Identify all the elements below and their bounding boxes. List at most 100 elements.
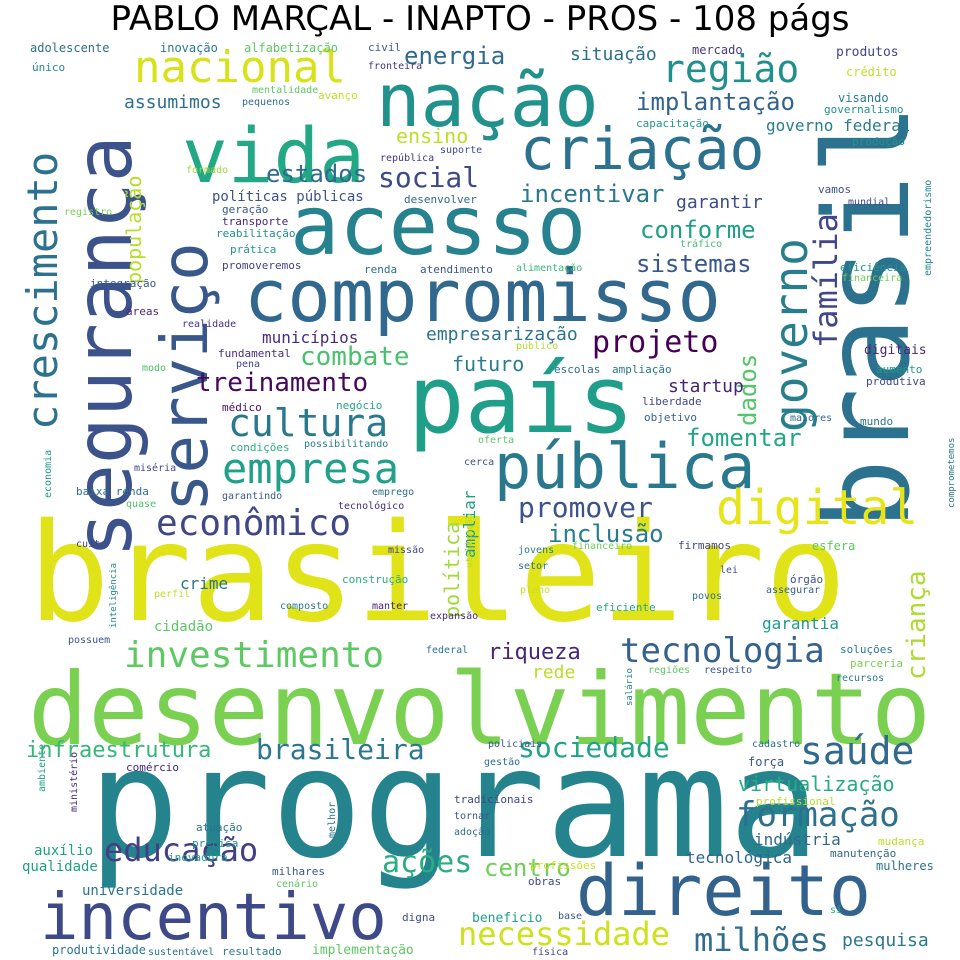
word: produtividade [52,943,146,957]
word: mundial [848,197,891,208]
word: combate [300,342,410,372]
word: sustentável [148,947,215,958]
word: incentivar [520,180,665,208]
word: beneficio [472,911,543,926]
word: crédito [846,65,897,79]
word: condições [230,441,290,454]
word: capacitação [636,117,709,130]
word: municípios [262,328,359,347]
word: ensino [396,124,469,148]
word: missão [388,545,425,556]
word: inovação [160,41,218,55]
word: desenvolver [404,193,477,206]
word: regiões [648,665,691,676]
word-cloud: brasileiro programa desenvolvimento bras… [0,38,960,960]
word: ambiente [37,743,48,792]
word: desenvolvimento [28,651,932,768]
word: modo [142,363,167,374]
word: mercado [692,43,743,57]
word: universidade [82,883,184,899]
word: governalismo [824,103,904,116]
word: tradicionais [454,793,534,806]
word: si [830,905,843,916]
word: profissional [756,795,836,808]
word: milhões [694,921,829,959]
word: registro [64,207,113,218]
word: setor [518,561,549,572]
word: produtos [836,45,899,60]
word: população [122,175,146,284]
word: assegurar [766,585,821,596]
word: país [408,346,635,455]
word: conforme [640,216,756,244]
word: órgão [790,573,824,586]
word: formação [736,795,900,835]
word: civil [368,41,402,54]
word: eficiência [840,261,907,274]
word: renda [364,263,398,276]
word: tecnológico [338,501,405,512]
word: fomentar [686,424,802,452]
word: futuro [452,352,525,376]
word: oferta [478,435,515,446]
word: quase [126,499,157,510]
word: digital [716,480,919,536]
word: plano [520,585,551,596]
word: cadastro [752,739,801,750]
word: pena [236,359,261,370]
word: república [380,153,435,164]
word: brasileira [256,733,425,766]
word: assumimos [124,92,222,113]
word: família [807,213,845,348]
word: mentalidade [252,85,319,96]
word: miséria [134,463,177,474]
word: tecnológica [686,848,792,867]
word: rede [532,662,576,683]
word: baixa renda [76,485,149,498]
word: direito [576,850,872,932]
word: integração [90,277,157,290]
word: esfera [812,539,856,553]
word: digna [402,911,436,924]
word: centro [484,854,571,882]
word: produção [852,135,905,148]
word: vida [182,111,366,200]
word: respeito [704,665,753,676]
word: nacional [134,42,346,93]
word: tecnologia [620,631,825,671]
word: milhares [272,865,325,878]
word: profissões [530,859,597,872]
word: visando [838,91,889,105]
word: financeira [842,273,903,284]
word: adoção [454,827,491,838]
word: garantir [676,192,763,213]
word: federal [426,645,469,656]
word: policiais [488,739,543,750]
word: precisa [192,837,239,850]
word: áreas [126,305,160,318]
word: inteligência [109,562,119,628]
word: empresa [222,444,400,493]
word: mudança [878,835,925,848]
word: econômico [156,503,352,544]
word: avanço [318,89,358,102]
word: povos [692,591,723,602]
word: mundo [860,415,894,428]
word: possuem [68,635,111,646]
cloud-title: PABLO MARÇAL - INAPTO - PROS - 108 págs [110,0,850,39]
word: digitais [864,343,927,358]
word: jovens [518,545,555,556]
word: possibilitando [304,439,389,450]
word: expansão [430,611,479,622]
word: alfabetização [244,41,338,55]
word: brasileiro [28,495,847,653]
word: cidadão [154,619,214,635]
word: cenário [276,879,319,890]
word: ministério [69,751,80,812]
word: produtiva [866,375,926,388]
word: social [378,161,480,194]
word: física [532,947,569,958]
word: auxílio [34,843,94,859]
word: tráfico [680,239,723,250]
word: médico [222,401,262,414]
